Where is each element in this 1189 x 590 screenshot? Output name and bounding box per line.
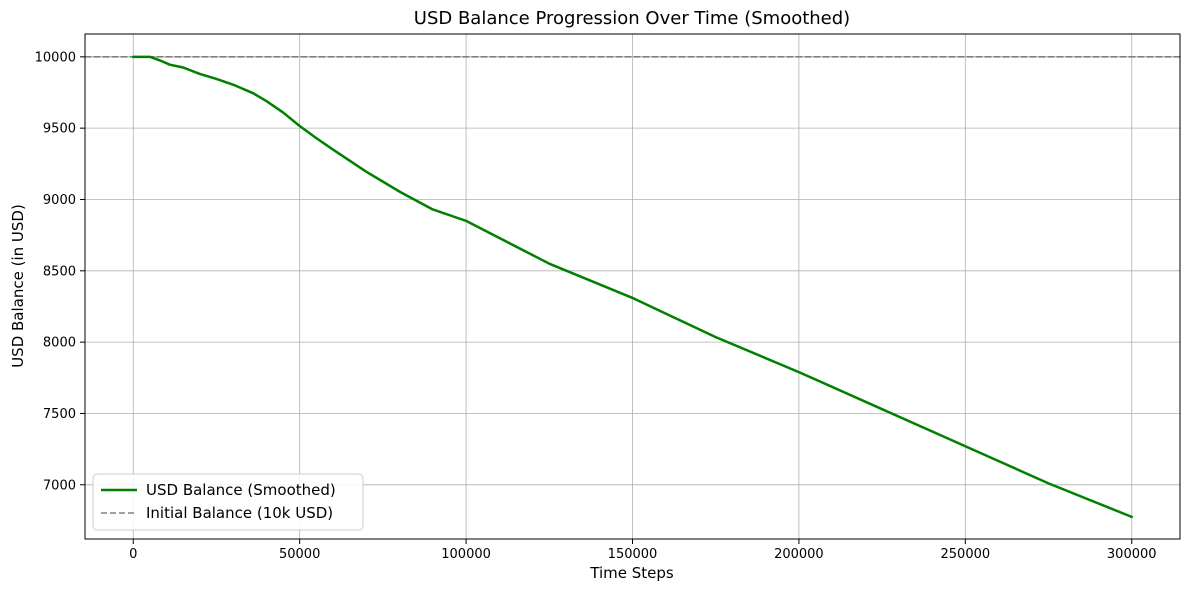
y-tick-label: 8000 bbox=[43, 336, 76, 351]
x-tick-label: 250000 bbox=[941, 547, 991, 562]
series-line-usd-balance bbox=[132, 55, 1133, 519]
y-axis-label: USD Balance (in USD) bbox=[9, 204, 27, 368]
legend: USD Balance (Smoothed) Initial Balance (… bbox=[92, 473, 364, 531]
legend-label-usd-balance: USD Balance (Smoothed) bbox=[146, 481, 336, 499]
x-ticks: 0 50000 100000 150000 200000 250000 300000 bbox=[129, 539, 1157, 562]
series-layer bbox=[84, 55, 1181, 519]
x-tick-label: 0 bbox=[129, 547, 137, 562]
legend-box bbox=[92, 473, 364, 531]
x-tick-label: 50000 bbox=[279, 547, 320, 562]
legend-label-initial-balance: Initial Balance (10k USD) bbox=[146, 504, 333, 522]
x-tick-label: 200000 bbox=[774, 547, 824, 562]
x-tick-label: 300000 bbox=[1107, 547, 1157, 562]
y-tick-label: 7000 bbox=[43, 478, 76, 493]
y-tick-label: 9500 bbox=[43, 122, 76, 137]
y-tick-label: 10000 bbox=[35, 50, 76, 65]
x-axis-label: Time Steps bbox=[589, 564, 674, 582]
y-tick-label: 7500 bbox=[43, 407, 76, 422]
x-tick-label: 150000 bbox=[608, 547, 658, 562]
x-tick-label: 100000 bbox=[441, 547, 491, 562]
y-ticks: 7000 7500 8000 8500 9000 9500 10000 bbox=[35, 50, 85, 493]
y-tick-label: 9000 bbox=[43, 193, 76, 208]
y-tick-label: 8500 bbox=[43, 264, 76, 279]
chart-title: USD Balance Progression Over Time (Smoot… bbox=[414, 8, 850, 29]
